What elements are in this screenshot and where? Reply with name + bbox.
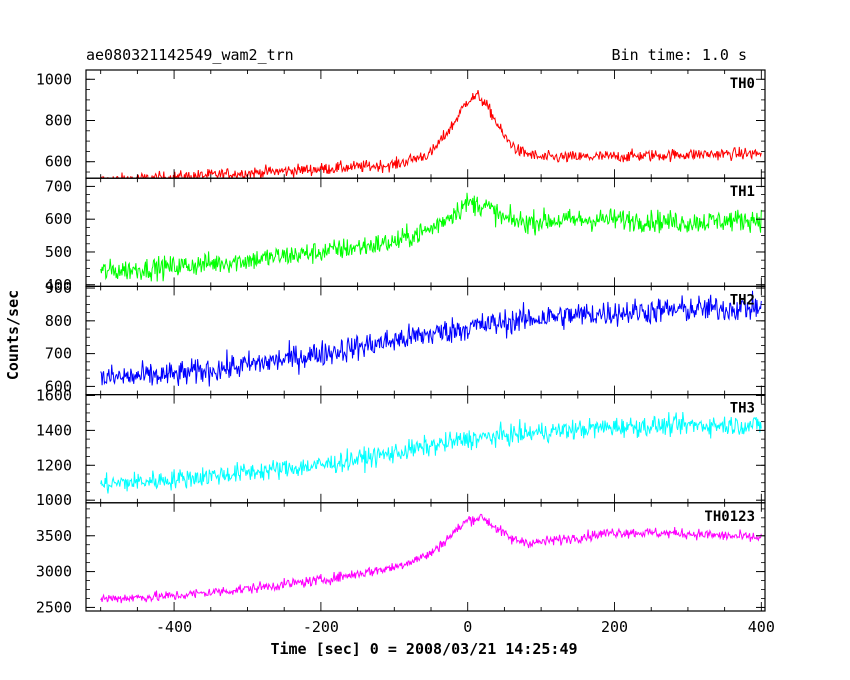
y-tick-label: 400 (45, 276, 72, 294)
panel-label-th0: TH0 (730, 76, 755, 92)
x-axis: -400 -200 0 200 400 (156, 618, 775, 636)
panel-frame (85, 394, 766, 504)
panel-th0123: 2500 3000 3500 TH0123 (36, 502, 766, 616)
y-tick-label: 3500 (36, 527, 72, 545)
x-tick-label: 200 (601, 618, 628, 636)
y-tick-label: 700 (45, 345, 72, 363)
panel-th0: 600 800 1000 TH0 (36, 69, 766, 179)
panel-frame (85, 69, 766, 179)
y-tick-label: 1000 (36, 491, 72, 509)
panel-label-th0123: TH0123 (704, 509, 755, 525)
panel-th3: 1000 1200 1400 1600 TH3 (36, 386, 766, 509)
y-tick-label: 3000 (36, 563, 72, 581)
y-tick-label: 1000 (36, 70, 72, 88)
series-line-th3 (100, 411, 762, 494)
y-tick-label: 700 (45, 177, 72, 195)
y-tick-label: 800 (45, 312, 72, 330)
y-tick-label: 600 (45, 377, 72, 395)
series-line-th0123 (100, 513, 762, 604)
chart-title: ae080321142549_wam2_trn (86, 46, 294, 64)
y-axis-title: Counts/sec (4, 290, 22, 380)
y-tick-label: 900 (45, 279, 72, 297)
series-line-th2 (100, 290, 762, 387)
panel-label-th1: TH1 (730, 184, 755, 200)
y-tick-label: 600 (45, 210, 72, 228)
bin-time-label: Bin time: 1.0 s (612, 46, 747, 64)
x-tick-label: 0 (463, 618, 472, 636)
panels-group: 600 800 1000 TH0 400 500 600 700 TH1 600 700 800 900… (36, 69, 766, 616)
panel-th1: 400 500 600 700 TH1 (45, 177, 766, 294)
panel-frame (85, 285, 766, 396)
y-tick-label: 1400 (36, 421, 72, 439)
y-tick-label: 1200 (36, 456, 72, 474)
panel-frame (85, 502, 766, 612)
x-tick-label: -200 (303, 618, 339, 636)
y-tick-label: 600 (45, 153, 72, 171)
x-tick-label: 400 (748, 618, 775, 636)
x-axis-title: Time [sec] 0 = 2008/03/21 14:25:49 (270, 640, 577, 658)
series-line-th1 (100, 192, 762, 282)
panel-label-th3: TH3 (730, 401, 755, 417)
y-tick-label: 1600 (36, 386, 72, 404)
series-line-th0 (100, 90, 762, 179)
y-tick-label: 500 (45, 243, 72, 261)
panel-label-th2: TH2 (730, 292, 755, 308)
x-tick-label: -400 (156, 618, 192, 636)
panel-th2: 600 700 800 900 TH2 (45, 279, 766, 396)
y-tick-label: 800 (45, 111, 72, 129)
y-tick-label: 2500 (36, 598, 72, 616)
